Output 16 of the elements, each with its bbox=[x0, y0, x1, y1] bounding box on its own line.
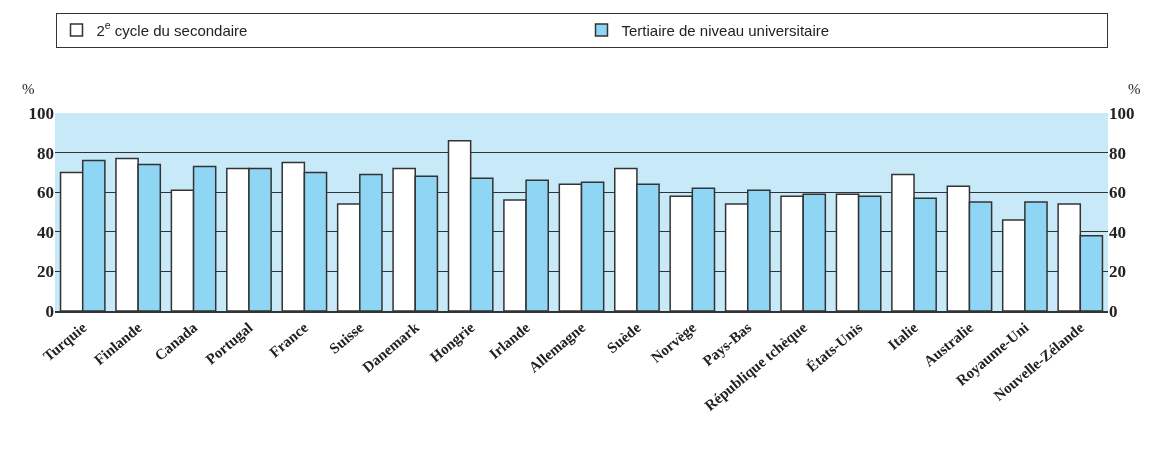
y2-tick-label: 20 bbox=[1109, 262, 1126, 282]
text: % bbox=[1128, 81, 1141, 97]
legend-label: Tertiaire de niveau universitaire bbox=[621, 21, 830, 39]
y2-tick-label: 0 bbox=[1109, 301, 1118, 321]
text: % bbox=[22, 81, 35, 97]
y2-tick-label: 100 bbox=[1109, 103, 1135, 123]
y2-tick-label: 80 bbox=[1109, 143, 1126, 163]
y2-tick-label: 60 bbox=[1109, 183, 1126, 203]
y-tick-label: 100 bbox=[28, 103, 54, 123]
legend-label: 2$^{e}$ cycle du secondaire bbox=[96, 19, 248, 39]
y-tick-label: 0 bbox=[45, 301, 54, 321]
y2-tick-label: 40 bbox=[1109, 222, 1126, 242]
y-tick-label: 80 bbox=[37, 143, 54, 163]
y-tick-label: 20 bbox=[37, 262, 54, 282]
y-tick-label: 60 bbox=[37, 183, 54, 203]
y-tick-label: 40 bbox=[37, 222, 54, 242]
